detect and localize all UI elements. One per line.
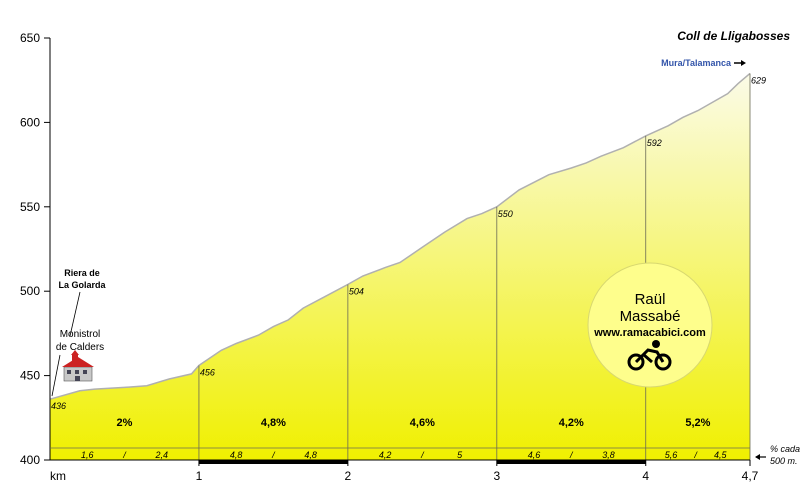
sub-gradient-label: 1,6	[81, 450, 94, 460]
logo-badge: Raül Massabé www.ramacabici.com	[587, 262, 713, 388]
destination-label: Mura/Talamanca	[661, 58, 732, 68]
note-arrow-icon	[755, 454, 766, 460]
sub-gradient-label: 4,5	[714, 450, 728, 460]
sub-gradient-label: 5	[457, 450, 463, 460]
profile-area	[50, 73, 750, 461]
riera-label-line2: La Golarda	[58, 280, 106, 290]
x-axis-unit-label: km	[50, 469, 66, 483]
y-tick-label: 400	[20, 453, 40, 467]
elevation-marker-label: 550	[498, 209, 513, 219]
town-icon	[62, 350, 94, 382]
segment-gradient-label: 4,2%	[559, 417, 584, 429]
sub-gradient-label: 3,8	[602, 450, 615, 460]
y-tick-label: 600	[20, 115, 40, 129]
sub-gradient-label: 5,6	[665, 450, 678, 460]
sub-gradient-separator: /	[420, 450, 425, 460]
segment-gradients: 2% 4,8% 4,6% 4,2% 5,2%	[117, 417, 711, 429]
km-bar	[198, 460, 646, 464]
elevation-marker-label: 629	[751, 75, 766, 85]
sub-gradient-separator: /	[569, 450, 574, 460]
y-tick-label: 650	[20, 31, 40, 45]
elevation-markers: 436 456 504 550 592 629	[51, 75, 766, 411]
sub-gradient-note-line2: 500 m.	[770, 456, 798, 466]
sub-gradient-label: 4,2	[379, 450, 392, 460]
x-tick-label: 4	[642, 469, 649, 483]
profile-line	[49, 72, 751, 400]
segment-gradient-label: 2%	[117, 417, 133, 429]
segment-gradient-label: 5,2%	[685, 417, 710, 429]
logo-name-line1: Raül	[635, 291, 666, 308]
sub-gradient-separator: /	[693, 450, 698, 460]
sub-gradient-separator: /	[271, 450, 276, 460]
x-tick-label: 4,7	[742, 469, 759, 483]
sub-gradient-label: 4,6	[528, 450, 541, 460]
monistrol-label-line2: de Calders	[56, 342, 104, 353]
elevation-marker-label: 592	[647, 138, 662, 148]
sub-gradient-label: 4,8	[304, 450, 317, 460]
sub-gradient-note-line1: % cada	[770, 444, 800, 454]
logo-url: www.ramacabici.com	[593, 327, 706, 339]
monistrol-pointer	[51, 354, 61, 397]
x-tick-label: 1	[196, 469, 203, 483]
y-tick-label: 450	[20, 369, 40, 383]
x-tick-label: 2	[345, 469, 352, 483]
segment-gradient-label: 4,6%	[410, 417, 435, 429]
sub-gradient-label: 2,4	[154, 450, 168, 460]
cyclist-icon	[627, 340, 672, 371]
monistrol-label-line1: Monistrol	[60, 329, 101, 340]
destination-arrow-icon	[734, 60, 746, 66]
logo-name-line2: Massabé	[620, 308, 681, 325]
y-tick-label: 550	[20, 200, 40, 214]
elevation-marker-label: 504	[349, 286, 364, 296]
km-bar-segment	[198, 460, 348, 464]
segment-gradient-label: 4,8%	[261, 417, 286, 429]
sub-gradient-band: 1,6 2,4 4,8 4,8 4,2 5 4,6 3,8 5,6 4,5 / / / / /	[50, 447, 750, 460]
riera-pointer	[69, 291, 81, 337]
riera-label-line1: Riera de	[64, 268, 100, 278]
elevation-marker-label: 456	[200, 367, 215, 377]
chart-title: Coll de Lligabosses	[677, 29, 790, 43]
y-axis: 400 450 500 550 600 650	[20, 31, 50, 467]
elevation-marker-label: 436	[51, 401, 66, 411]
x-tick-label: 3	[493, 469, 500, 483]
km-bar-segment	[496, 460, 646, 464]
y-tick-label: 500	[20, 284, 40, 298]
x-axis: 1 2 3 4 4,7	[196, 460, 759, 483]
sub-gradient-separator: /	[122, 450, 127, 460]
sub-gradient-label: 4,8	[230, 450, 243, 460]
